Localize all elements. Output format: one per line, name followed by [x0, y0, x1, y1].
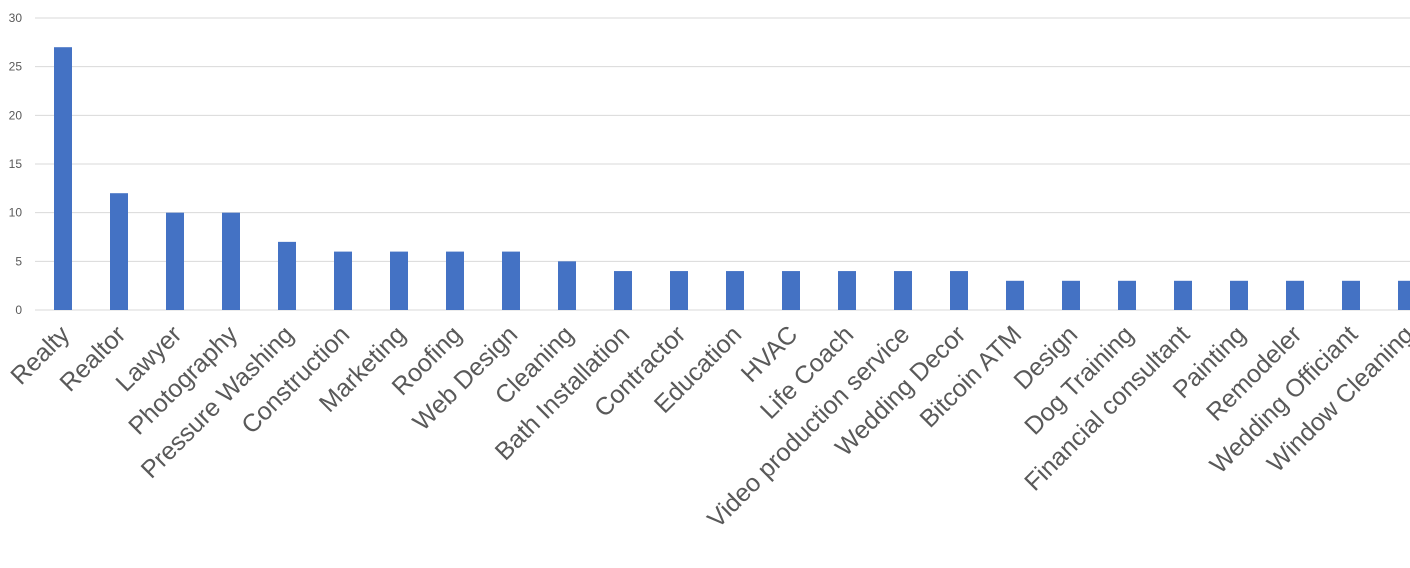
y-tick-label: 20: [9, 108, 23, 122]
bar: [390, 251, 408, 310]
y-tick-label: 10: [9, 206, 23, 220]
bar: [110, 193, 128, 310]
bar: [1174, 280, 1192, 310]
bar: [950, 271, 968, 310]
y-tick-label: 25: [9, 60, 23, 74]
bar: [1286, 280, 1304, 310]
y-tick-label: 0: [15, 303, 22, 317]
y-tick-label: 30: [9, 11, 23, 25]
bar: [334, 251, 352, 310]
bar: [782, 271, 800, 310]
bars: [54, 47, 1410, 310]
bar: [1342, 280, 1360, 310]
bar: [670, 271, 688, 310]
bar: [558, 261, 576, 310]
bar: [166, 212, 184, 310]
bar: [446, 251, 464, 310]
bar: [1062, 280, 1080, 310]
bar: [1006, 280, 1024, 310]
bar: [1230, 280, 1248, 310]
bar: [1118, 280, 1136, 310]
bar: [726, 271, 744, 310]
bar: [614, 271, 632, 310]
bar: [894, 271, 912, 310]
bar: [278, 241, 296, 310]
bar: [838, 271, 856, 310]
bar: [502, 251, 520, 310]
bar: [54, 47, 72, 310]
gridlines: [35, 17, 1410, 311]
y-tick-label: 15: [9, 157, 23, 171]
y-tick-label: 5: [15, 254, 22, 268]
bar: [222, 212, 240, 310]
y-axis-tick-labels: 0 5 10 15 20 25 30: [9, 11, 23, 317]
bar: [1398, 280, 1410, 310]
